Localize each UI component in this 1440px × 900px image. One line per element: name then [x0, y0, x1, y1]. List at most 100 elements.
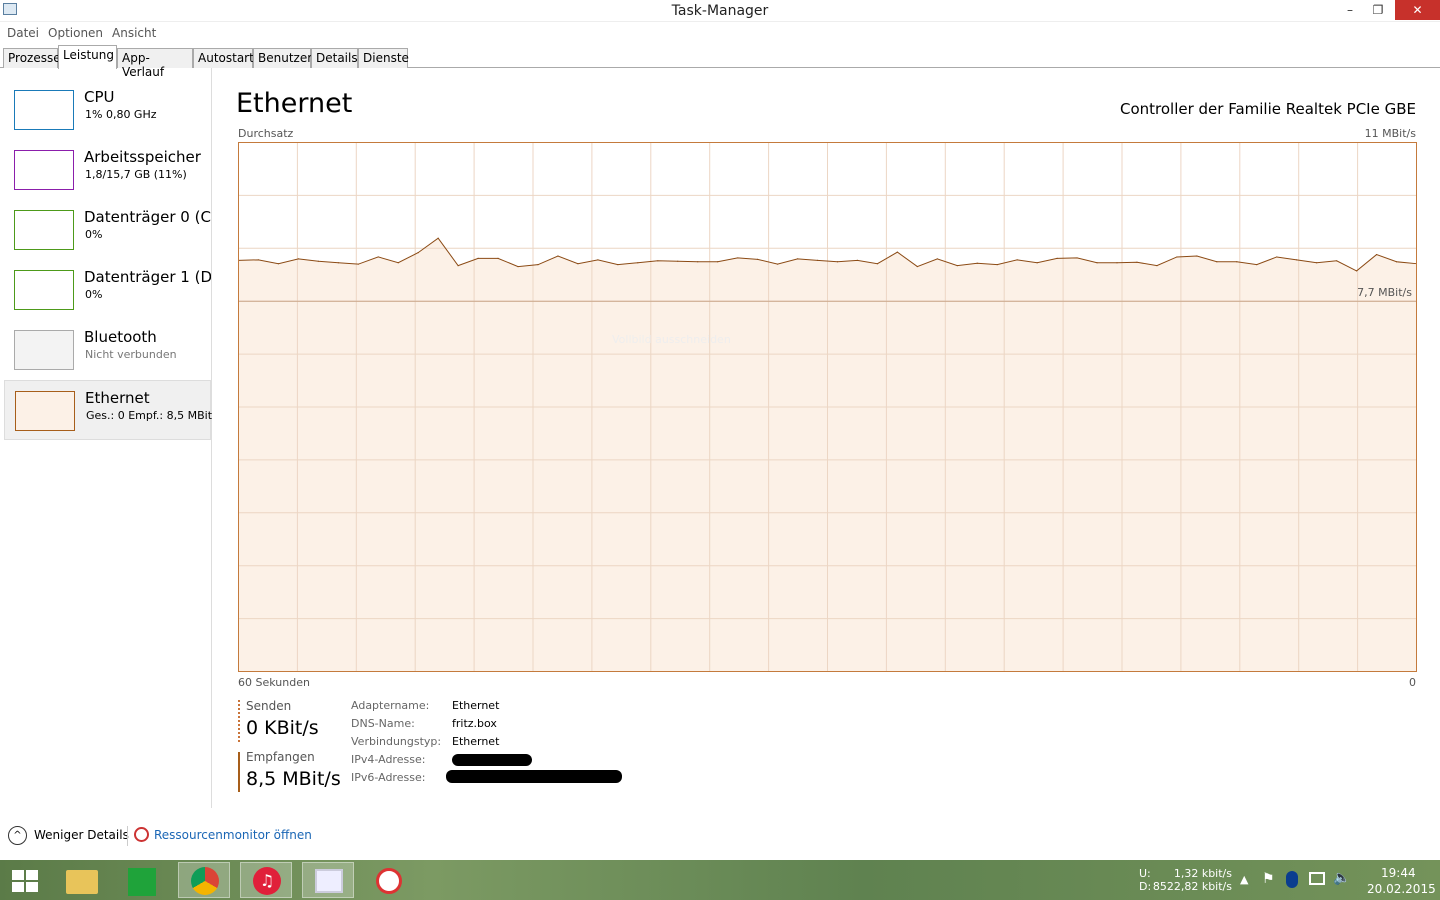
explorer-button[interactable]	[56, 862, 108, 898]
data-point	[856, 259, 859, 261]
store-icon	[128, 868, 156, 896]
data-point	[816, 259, 819, 261]
show-hidden-icons[interactable]: ▲	[1240, 873, 1249, 886]
receive-value: 8,5 MBit/s	[246, 768, 341, 790]
data-point	[936, 258, 938, 260]
data-point	[916, 265, 918, 268]
scissors-icon	[376, 868, 402, 894]
sidebar-thumbnail	[14, 270, 74, 310]
music-icon: ♫	[253, 867, 281, 895]
sidebar-thumbnail	[15, 391, 75, 431]
minimize-button[interactable]: –	[1347, 3, 1353, 17]
redaction-ipv6	[446, 770, 622, 783]
data-point	[377, 256, 379, 258]
sidebar-item-cpu[interactable]: CPU 1% 0,80 GHz	[4, 80, 211, 140]
data-point	[537, 264, 539, 266]
sidebar-item-arbeitsspeicher[interactable]: Arbeitsspeicher 1,8/15,7 GB (11%)	[4, 140, 211, 200]
sidebar-item-label: Ethernet	[85, 389, 150, 407]
data-point	[297, 258, 299, 260]
data-point	[697, 261, 699, 263]
prop-value: fritz.box	[452, 717, 497, 730]
data-point	[1395, 261, 1398, 263]
sidebar-item-sub: Ges.: 0 Empf.: 8,5 MBit/s	[86, 409, 212, 422]
data-point	[1136, 261, 1138, 263]
data-point	[976, 262, 978, 264]
close-button[interactable]: ✕	[1395, 0, 1440, 20]
store-button[interactable]	[116, 862, 168, 898]
data-point	[737, 257, 739, 259]
sidebar-item-bluetooth[interactable]: Bluetooth Nicht verbunden	[4, 320, 211, 380]
sidebar-item-datenträger-0[interactable]: Datenträger 0 (C:) 0%	[4, 200, 211, 260]
task-manager-button[interactable]	[302, 862, 354, 898]
x-right-label: 0	[1409, 676, 1416, 689]
clock-time[interactable]: 19:44	[1381, 866, 1416, 880]
folder-icon	[66, 870, 98, 894]
prop-label: Verbindungstyp:	[351, 735, 442, 748]
volume-icon[interactable]: 🔈	[1333, 870, 1351, 886]
maximize-button[interactable]: ❐	[1372, 3, 1384, 17]
sidebar-thumbnail	[14, 210, 74, 250]
resource-monitor-link[interactable]: Ressourcenmonitor öffnen	[154, 828, 312, 842]
upload-rate: 1,32 kbit/s	[1173, 867, 1232, 880]
data-point	[437, 237, 439, 239]
data-point	[776, 263, 779, 265]
y-max-label: 11 MBit/s	[1364, 127, 1416, 140]
title-bar: Task-Manager – ❐ ✕	[0, 0, 1440, 22]
data-point	[577, 263, 579, 265]
data-point	[1036, 262, 1038, 264]
clock-date[interactable]: 20.02.2015	[1367, 882, 1436, 896]
prop-label: DNS-Name:	[351, 717, 415, 730]
tab-app-verlauf[interactable]: App-Verlauf	[117, 48, 193, 79]
download-rate: 8522,82 kbit/s	[1152, 880, 1232, 893]
sidebar-item-sub: 0%	[85, 288, 103, 301]
data-point	[557, 255, 559, 257]
sidebar-item-ethernet[interactable]: Ethernet Ges.: 0 Empf.: 8,5 MBit/s	[4, 380, 212, 440]
fewer-details-link[interactable]: Weniger Details	[34, 828, 129, 842]
ghost-tooltip: Vollbild ausschneiden	[612, 333, 731, 346]
menu-optionen[interactable]: Optionen	[48, 26, 104, 40]
tab-details[interactable]: Details	[311, 48, 358, 68]
data-point	[996, 264, 998, 266]
sidebar-item-label: Datenträger 1 (D: E	[84, 268, 211, 286]
data-point	[1296, 259, 1298, 261]
data-point	[1116, 262, 1118, 264]
data-point	[657, 260, 659, 262]
tab-leistung[interactable]: Leistung	[58, 45, 117, 69]
network-icon[interactable]	[1309, 872, 1325, 885]
flag-icon[interactable]: ⚑	[1262, 871, 1275, 887]
send-value: 0 KBit/s	[246, 717, 319, 739]
data-point	[457, 265, 459, 267]
windows-icon	[12, 870, 38, 892]
data-point	[417, 252, 419, 254]
data-point	[1336, 260, 1338, 262]
app-icon	[3, 3, 17, 15]
receive-label: Empfangen	[246, 750, 315, 764]
itunes-button[interactable]: ♫	[240, 862, 292, 898]
data-point	[757, 258, 759, 260]
snipping-tool-button[interactable]	[364, 862, 416, 898]
tab-prozesse[interactable]: Prozesse	[3, 48, 61, 68]
sidebar-item-datenträger-1[interactable]: Datenträger 1 (D: E 0%	[4, 260, 211, 320]
data-point	[1156, 265, 1158, 267]
start-button[interactable]	[0, 862, 52, 898]
chrome-button[interactable]	[178, 862, 230, 898]
data-point	[796, 258, 799, 260]
data-point	[1096, 262, 1098, 264]
data-point	[517, 265, 519, 268]
redaction-ipv4	[452, 754, 532, 766]
prop-value: Ethernet	[452, 735, 500, 748]
menu-datei[interactable]: Datei	[7, 26, 40, 40]
prop-label: IPv4-Adresse:	[351, 753, 426, 766]
sidebar-item-label: CPU	[84, 88, 115, 106]
tab-benutzer[interactable]: Benutzer	[253, 48, 312, 68]
chevron-up-icon[interactable]: ^	[8, 826, 27, 845]
data-point	[1016, 259, 1018, 261]
tab-autostart[interactable]: Autostart	[193, 48, 254, 68]
tab-dienste[interactable]: Dienste	[358, 48, 409, 68]
window-title: Task-Manager	[671, 3, 769, 19]
prop-value: Ethernet	[452, 699, 500, 712]
data-point	[337, 262, 339, 264]
bluetooth-icon[interactable]	[1286, 871, 1298, 888]
menu-ansicht[interactable]: Ansicht	[112, 26, 157, 40]
data-point	[357, 263, 359, 265]
